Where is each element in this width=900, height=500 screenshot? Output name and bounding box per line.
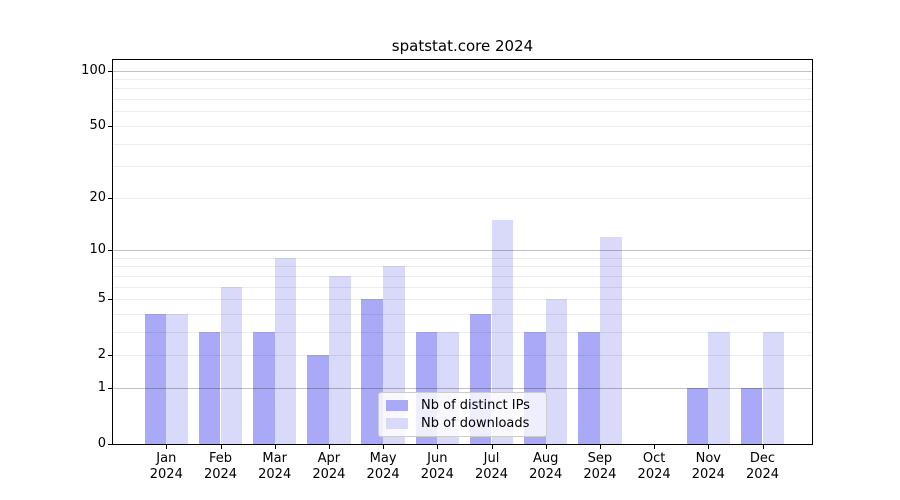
y-tick-label-100: 100 (81, 62, 106, 78)
gridline-y-90 (113, 79, 812, 80)
y-tick-label-0: 0 (97, 436, 106, 451)
gridline-y-10 (113, 250, 812, 251)
y-tick-mark-0 (108, 444, 112, 445)
x-tick-label-apr: Apr 2024 (312, 451, 346, 482)
legend: Nb of distinct IPs Nb of downloads (378, 392, 547, 437)
x-tick-label-nov: Nov 2024 (691, 451, 725, 482)
x-tick-label-dec: Dec 2024 (745, 451, 780, 482)
x-tick-mark-aug (545, 445, 547, 449)
gridline-y-4 (113, 313, 812, 315)
y-tick-mark-20 (108, 197, 112, 199)
y-tick-label-1: 1 (97, 379, 106, 395)
y-tick-mark-50 (108, 125, 112, 127)
gridline-y-5 (113, 299, 812, 300)
bar-nb-of-downloads-feb (220, 286, 243, 444)
bar-nb-of-distinct-ips-mar (253, 331, 275, 444)
x-tick-label-feb: Feb 2024 (203, 451, 238, 482)
bar-nb-of-distinct-ips-nov (686, 387, 709, 444)
x-tick-mark-jul (491, 445, 493, 449)
bar-nb-of-distinct-ips-sep (578, 331, 600, 444)
y-tick-label-50: 50 (89, 117, 106, 133)
gridline-y-3 (113, 331, 812, 333)
y-tick-mark-1 (108, 387, 112, 389)
x-tick-label-jul: Jul 2024 (474, 451, 509, 482)
bar-nb-of-distinct-ips-apr (307, 355, 329, 444)
x-tick-label-may: May 2024 (366, 451, 400, 482)
bar-nb-of-distinct-ips-jan (144, 313, 167, 444)
chart-title: spatstat.core 2024 (391, 37, 534, 55)
legend-swatch-downloads (386, 417, 408, 429)
y-tick-label-5: 5 (97, 291, 106, 306)
gridline-y-7 (113, 275, 812, 277)
gridline-y-20 (113, 197, 812, 199)
legend-item-downloads: Nb of downloads (386, 414, 540, 432)
y-tick-mark-2 (108, 355, 112, 357)
x-tick-mark-mar (274, 445, 276, 449)
gridline-y-1 (113, 387, 812, 389)
x-tick-label-mar: Mar 2024 (258, 451, 292, 482)
gridline-y-8 (113, 266, 812, 268)
bar-nb-of-distinct-ips-dec (740, 387, 763, 444)
x-tick-mark-dec (762, 445, 764, 449)
x-tick-mark-apr (328, 445, 330, 449)
plot-canvas (113, 60, 812, 444)
bar-nb-of-downloads-sep (599, 236, 622, 444)
bar-nb-of-downloads-dec (762, 331, 785, 444)
gridline-y-30 (113, 166, 812, 168)
gridline-y-60 (113, 111, 812, 113)
gridline-y-70 (113, 99, 812, 101)
plot-area: Nb of distinct IPs Nb of downloads (112, 59, 813, 445)
bar-nb-of-downloads-aug (545, 299, 568, 444)
gridline-y-40 (113, 143, 812, 145)
gridline-y-100 (113, 70, 812, 72)
x-tick-mark-jun (437, 445, 439, 449)
legend-label-distinct-ips: Nb of distinct IPs (421, 397, 530, 413)
y-tick-mark-10 (108, 250, 112, 251)
y-tick-mark-5 (108, 299, 112, 300)
gridline-y-50 (113, 125, 812, 127)
x-tick-mark-sep (599, 445, 601, 449)
x-tick-label-oct: Oct 2024 (637, 451, 671, 482)
x-tick-label-aug: Aug 2024 (529, 451, 563, 482)
bar-nb-of-downloads-jan (166, 313, 188, 444)
x-tick-label-jan: Jan 2024 (149, 451, 183, 482)
gridline-y-6 (113, 286, 812, 288)
bar-nb-of-downloads-nov (708, 331, 730, 444)
y-tick-label-20: 20 (89, 189, 106, 205)
x-tick-label-jun: Jun 2024 (420, 451, 454, 482)
bar-nb-of-distinct-ips-may (361, 299, 384, 444)
legend-swatch-distinct-ips (386, 399, 408, 411)
bar-nb-of-distinct-ips-feb (198, 331, 221, 444)
bar-nb-of-downloads-jul (491, 219, 514, 444)
x-tick-mark-may (383, 445, 385, 449)
x-tick-mark-jan (166, 445, 168, 449)
gridline-y-2 (113, 355, 812, 357)
gridline-y-80 (113, 88, 812, 90)
legend-label-downloads: Nb of downloads (421, 415, 530, 431)
x-tick-label-sep: Sep 2024 (583, 451, 617, 482)
y-tick-label-2: 2 (97, 347, 106, 363)
y-tick-mark-100 (108, 70, 112, 72)
y-tick-label-10: 10 (89, 242, 106, 257)
bar-nb-of-downloads-apr (328, 275, 351, 444)
legend-item-distinct-ips: Nb of distinct IPs (386, 396, 540, 414)
x-tick-mark-feb (220, 445, 222, 449)
x-tick-mark-nov (708, 445, 710, 449)
gridline-y-9 (113, 257, 812, 259)
x-tick-mark-oct (654, 445, 656, 449)
bar-nb-of-downloads-mar (274, 257, 297, 444)
